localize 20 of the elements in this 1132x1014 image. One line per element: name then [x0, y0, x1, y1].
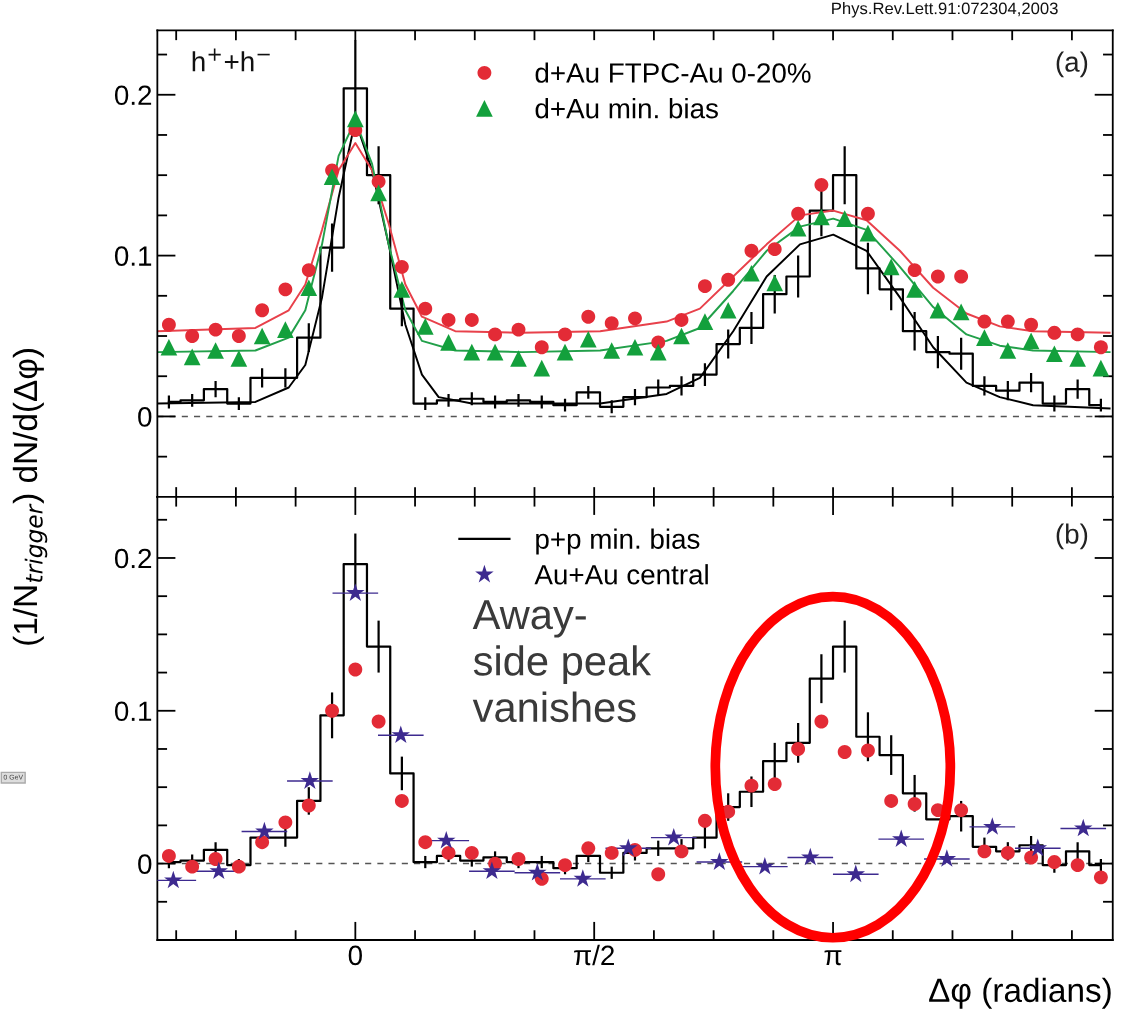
- x-tick-label: 0: [348, 945, 362, 966]
- annotation: Away- side peak vanishes: [472, 600, 652, 723]
- y-tick-label: 0.2: [114, 85, 152, 106]
- legend-label: Au+Au central: [534, 564, 708, 585]
- y-tick-label: 0.1: [114, 246, 152, 266]
- y-tick-label: 0.2: [114, 548, 152, 569]
- legend-label: d+Au FTPC-Au 0-20%: [535, 62, 811, 83]
- annotation: h$^{+}$+h$^{−}$: [192, 48, 270, 72]
- text: Phys.Rev.Lett.91:072304,2003: [832, 2, 1058, 18]
- annotation: (a): [1056, 51, 1088, 78]
- y-axis-title: (1/N$_{trigger}$) dN/d(Δφ): [12, 349, 48, 645]
- y-tick-label: 0: [138, 854, 152, 874]
- y-tick-label: 0: [138, 407, 152, 427]
- x-tick-label: π: [824, 950, 842, 966]
- legend-label: d+Au min. bias: [535, 98, 718, 119]
- legend-label: p+p min. bias: [536, 528, 700, 555]
- annotation: (b): [1056, 523, 1088, 550]
- x-axis-title: Δφ (radians): [929, 977, 1111, 1009]
- x-tick-label: π/2: [574, 944, 614, 966]
- y-tick-label: 0.1: [114, 701, 152, 722]
